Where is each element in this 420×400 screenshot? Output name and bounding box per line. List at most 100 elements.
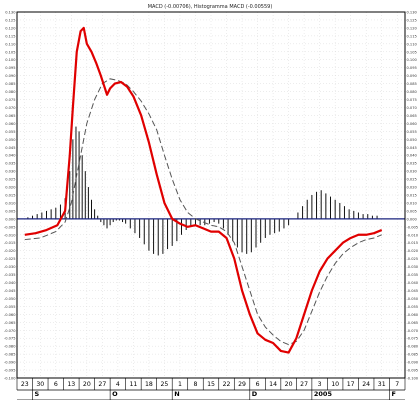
- x-tick-label: 20: [285, 381, 293, 388]
- y-tick-label-right: -0.045: [407, 289, 419, 293]
- y-tick-label-right: 0.120: [407, 26, 418, 30]
- y-tick-label-left: -0.095: [4, 369, 16, 373]
- y-tick-label-left: 0.110: [5, 42, 16, 46]
- y-tick-label-right: 0.030: [407, 170, 418, 174]
- y-tick-label-right: -0.005: [407, 225, 419, 229]
- macd-line: [24, 26, 383, 354]
- macd-line-layer: [24, 26, 383, 354]
- y-tick-label-left: 0.030: [5, 170, 16, 174]
- y-tick-label-right: -0.065: [407, 321, 419, 325]
- y-tick-label-right: 0.105: [407, 50, 417, 54]
- y-tick-label-left: 0.065: [5, 114, 15, 118]
- y-tick-label-left: -0.025: [4, 257, 16, 261]
- x-tick-label: 29: [238, 381, 246, 388]
- histogram-bars: [27, 126, 378, 256]
- y-tick-label-right: 0.045: [407, 146, 417, 150]
- y-tick-label-right: 0.020: [407, 186, 418, 190]
- y-tick-label-left: 0.055: [5, 130, 15, 134]
- x-tick-label: 3: [318, 381, 322, 388]
- y-tick-label-right: -0.030: [407, 265, 419, 269]
- y-tick-label-left: -0.065: [4, 321, 16, 325]
- y-tick-label-left: 0.000: [5, 217, 16, 221]
- x-tick-label: 14: [269, 381, 277, 388]
- y-tick-label-right: 0.125: [407, 18, 417, 22]
- y-tick-label-left: 0.105: [5, 50, 15, 54]
- x-tick-label: 31: [378, 381, 386, 388]
- y-tick-label-right: 0.005: [407, 209, 417, 213]
- y-tick-label-left: 0.115: [5, 34, 15, 38]
- x-tick-label: 27: [98, 381, 106, 388]
- y-tick-label-right: -0.040: [407, 281, 419, 285]
- x-tick-label: 4: [116, 381, 120, 388]
- x-tick-label: 30: [36, 381, 44, 388]
- x-tick-label: 11: [129, 381, 137, 388]
- y-tick-label-right: 0.040: [407, 154, 418, 158]
- y-axis-left: 0.130 0.125 0.120 0.115 0.110 0.105 0.100 0.095…: [4, 11, 16, 381]
- y-tick-label-right: -0.025: [407, 257, 419, 261]
- y-tick-label-right: 0.100: [407, 58, 418, 62]
- y-tick-label-left: 0.050: [5, 138, 16, 142]
- y-tick-label-left: 0.120: [5, 26, 16, 30]
- y-tick-label-right: -0.020: [407, 249, 419, 253]
- month-label: O: [112, 390, 118, 398]
- y-tick-label-left: 0.090: [5, 74, 16, 78]
- y-tick-label-right: 0.060: [407, 122, 418, 126]
- y-tick-label-left: -0.080: [4, 345, 16, 349]
- y-tick-label-right: -0.035: [407, 273, 419, 277]
- y-tick-label-left: 0.080: [5, 90, 16, 94]
- grid-lines: [17, 11, 405, 379]
- y-tick-label-right: 0.110: [407, 42, 418, 46]
- y-tick-label-right: 0.085: [407, 82, 417, 86]
- y-tick-label-right: -0.085: [407, 353, 419, 357]
- y-tick-label-left: 0.025: [5, 178, 15, 182]
- y-tick-label-left: -0.070: [4, 329, 16, 333]
- y-tick-label-right: 0.015: [407, 194, 417, 198]
- y-tick-label-left: 0.100: [5, 58, 16, 62]
- x-tick-label: 6: [256, 381, 260, 388]
- y-tick-label-left: -0.075: [4, 337, 16, 341]
- y-tick-label-left: 0.125: [5, 18, 15, 22]
- y-tick-label-left: -0.040: [4, 281, 16, 285]
- y-tick-label-right: -0.050: [407, 297, 419, 301]
- y-tick-label-left: -0.020: [4, 249, 16, 253]
- y-tick-label-right: 0.090: [407, 74, 418, 78]
- y-tick-label-right: 0.095: [407, 66, 417, 70]
- plot-frame: [16, 11, 406, 379]
- y-tick-label-left: 0.085: [5, 82, 15, 86]
- x-tick-label: 8: [194, 381, 198, 388]
- y-tick-label-right: 0.010: [407, 201, 418, 205]
- x-tick-label: 7: [395, 381, 399, 388]
- y-tick-label-left: 0.060: [5, 122, 16, 126]
- y-tick-label-left: 0.015: [5, 194, 15, 198]
- y-tick-label-right: -0.010: [407, 233, 419, 237]
- y-tick-label-right: 0.065: [407, 114, 417, 118]
- y-tick-label-left: -0.060: [4, 313, 16, 317]
- y-tick-label-left: -0.090: [4, 361, 16, 365]
- y-tick-label-right: 0.055: [407, 130, 417, 134]
- y-tick-label-right: -0.090: [407, 361, 419, 365]
- y-tick-label-right: -0.060: [407, 313, 419, 317]
- y-tick-label-left: 0.070: [5, 106, 16, 110]
- chart-title: MACD (-0.00706), Histogramma MACD (-0.00…: [148, 4, 273, 10]
- y-tick-label-left: 0.005: [5, 209, 15, 213]
- y-tick-label-left: -0.050: [4, 297, 16, 301]
- month-label: D: [252, 390, 258, 398]
- x-tick-label: 20: [83, 381, 91, 388]
- x-tick-label: 23: [21, 381, 29, 388]
- y-tick-label-right: -0.100: [407, 377, 419, 381]
- y-axis-right: 0.130 0.125 0.120 0.115 0.110 0.105 0.100 0.095…: [407, 11, 419, 381]
- y-tick-label-left: -0.055: [4, 305, 16, 309]
- month-label: F: [391, 390, 395, 398]
- y-tick-label-right: -0.055: [407, 305, 419, 309]
- x-tick-label: 13: [67, 381, 75, 388]
- y-tick-label-right: 0.080: [407, 90, 418, 94]
- x-tick-label: 24: [362, 381, 370, 388]
- x-tick-label: 22: [223, 381, 231, 388]
- month-label: 2005: [314, 390, 333, 398]
- y-tick-label-left: 0.045: [5, 146, 15, 150]
- y-tick-label-left: 0.010: [5, 201, 16, 205]
- x-tick-label: 10: [331, 381, 339, 388]
- y-tick-label-right: 0.075: [407, 98, 417, 102]
- x-tick-label: 1: [178, 381, 182, 388]
